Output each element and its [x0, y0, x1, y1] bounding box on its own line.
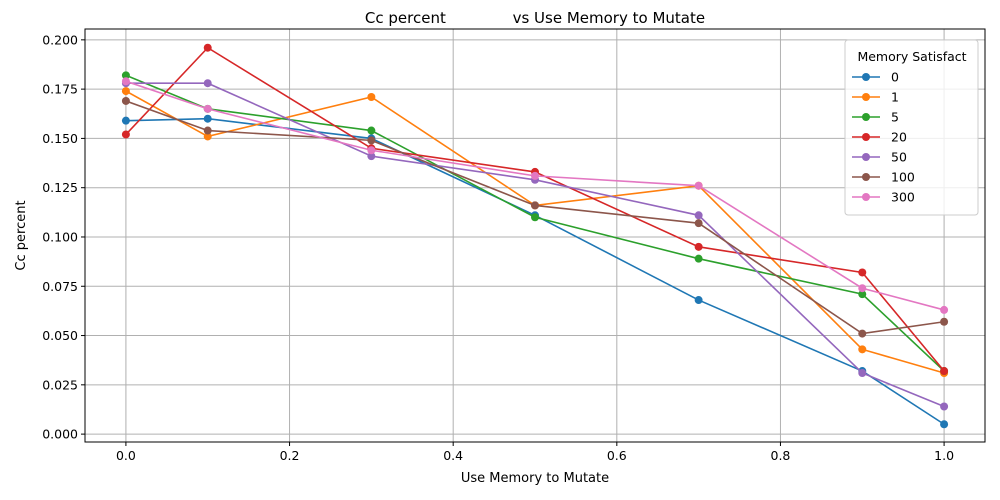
y-axis-title: Cc percent	[14, 200, 29, 270]
data-point	[858, 290, 867, 299]
data-point	[694, 296, 703, 305]
data-point	[858, 268, 867, 277]
legend-marker	[862, 73, 870, 81]
y-tick-label: 0.025	[42, 377, 78, 392]
data-point	[367, 152, 376, 161]
y-tick-label: 0.075	[42, 279, 78, 294]
chart-title: Cc percent vs Use Memory to Mutate	[365, 9, 705, 27]
y-tick-label: 0.150	[42, 131, 78, 146]
series-line	[125, 80, 945, 311]
series-100	[121, 96, 949, 338]
data-point	[940, 305, 949, 314]
legend-marker	[862, 133, 870, 141]
x-tick-label: 0.8	[771, 448, 791, 463]
legend-marker	[862, 193, 870, 201]
legend-label: 5	[891, 110, 899, 125]
y-tick-label: 0.100	[42, 229, 78, 244]
data-point	[121, 87, 130, 96]
x-axis-title: Use Memory to Mutate	[461, 471, 609, 486]
legend-items: 0 1 5 20 50 100 300	[852, 70, 915, 205]
legend-item: 5	[852, 110, 899, 125]
series-0	[121, 114, 949, 429]
legend-marker	[862, 113, 870, 121]
y-tick-label: 0.000	[42, 427, 78, 442]
x-tick-label: 0.4	[443, 448, 463, 463]
legend-label: 0	[891, 70, 899, 85]
series-300	[121, 77, 949, 314]
axis-ticks: 0.0 0.2 0.4 0.6 0.8 1.0 0.000 0.025 0.050 0.075 0.…	[42, 32, 954, 463]
data-point	[694, 254, 703, 263]
data-point	[531, 213, 539, 222]
plot-frame	[84, 28, 986, 443]
series-line	[125, 82, 945, 408]
legend-item: 300	[852, 190, 915, 205]
data-point	[858, 345, 867, 354]
data-point	[531, 201, 539, 210]
data-point	[694, 242, 703, 251]
x-tick-label: 0.0	[116, 448, 136, 463]
data-point	[367, 93, 376, 102]
y-tick-label: 0.200	[42, 32, 78, 47]
data-point	[121, 77, 130, 86]
data-point	[531, 171, 539, 180]
legend-label: 20	[891, 130, 907, 145]
legend-label: 100	[891, 170, 915, 185]
legend-marker	[862, 153, 870, 161]
y-tick-label: 0.175	[42, 82, 78, 97]
legend-box	[844, 39, 979, 216]
legend-item: 1	[852, 90, 899, 105]
x-tick-label: 1.0	[934, 448, 954, 463]
data-point	[940, 402, 949, 411]
legend-item: 0	[852, 70, 899, 85]
data-point	[203, 132, 212, 141]
series-group	[121, 43, 949, 429]
legend-label: 50	[891, 150, 907, 165]
data-point	[203, 126, 212, 135]
data-point	[694, 181, 703, 190]
data-point	[203, 79, 212, 88]
data-point	[121, 96, 130, 105]
x-tick-label: 0.2	[280, 448, 300, 463]
legend-title: Memory Satisfact	[857, 49, 966, 64]
data-point	[694, 219, 703, 228]
data-point	[694, 211, 703, 220]
data-point	[367, 136, 376, 145]
legend-marker	[862, 173, 870, 181]
y-tick-label: 0.125	[42, 180, 78, 195]
legend-marker	[862, 93, 870, 101]
x-tick-label: 0.6	[607, 448, 627, 463]
legend-item: 20	[852, 130, 907, 145]
legend: Memory Satisfact 0 1 5 20 50 100 300	[844, 39, 979, 216]
data-point	[367, 146, 376, 155]
data-point	[367, 126, 376, 135]
data-point	[858, 369, 867, 378]
data-point	[940, 317, 949, 326]
data-point	[203, 104, 212, 113]
legend-label: 300	[891, 190, 915, 205]
series-1	[121, 87, 949, 378]
legend-item: 100	[852, 170, 915, 185]
data-point	[940, 367, 949, 376]
data-point	[940, 420, 949, 429]
data-point	[121, 116, 130, 125]
series-50	[121, 79, 949, 411]
data-point	[203, 114, 212, 123]
data-point	[858, 329, 867, 338]
series-5	[121, 71, 949, 376]
data-point	[858, 284, 867, 293]
data-point	[121, 130, 130, 139]
series-line	[125, 117, 945, 425]
legend-label: 1	[891, 90, 899, 105]
data-point	[203, 43, 212, 52]
legend-item: 50	[852, 150, 907, 165]
data-point	[121, 71, 130, 80]
y-tick-label: 0.050	[42, 328, 78, 343]
